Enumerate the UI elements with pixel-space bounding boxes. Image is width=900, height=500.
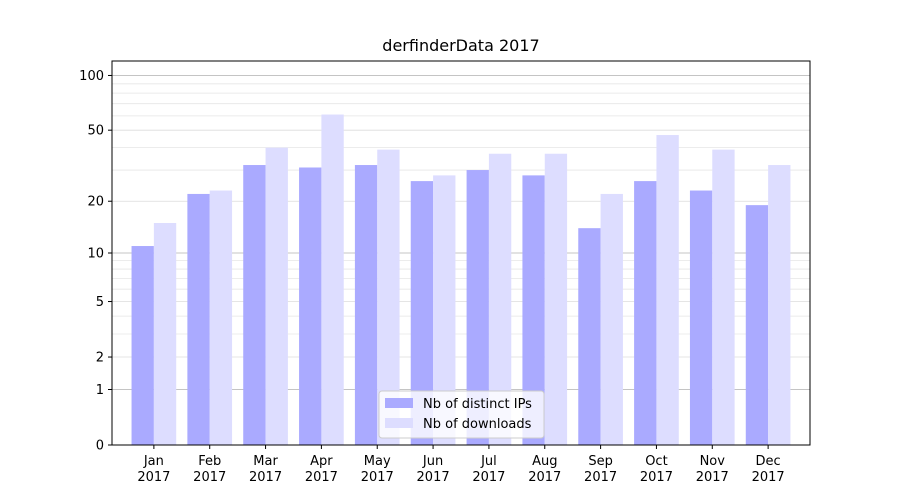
y-tick-label: 1 [96, 383, 104, 398]
x-tick-label-oct: Oct 2017 [640, 454, 673, 485]
bar-downloads-nov [712, 149, 735, 445]
legend-swatch-distinct-ips [385, 398, 413, 408]
x-tick-year: 2017 [249, 470, 282, 485]
bar-distinct-ips-nov [689, 190, 713, 445]
legend-box [378, 390, 545, 439]
legend: Nb of distinct IPs Nb of downloads [378, 390, 545, 439]
legend-label-downloads: Nb of downloads [423, 417, 532, 432]
y-tick-label: 50 [87, 124, 104, 139]
bar-distinct-ips-aug [522, 175, 545, 445]
y-tick-label: 0 [96, 439, 104, 454]
x-tick-label-jul: Jul 2017 [472, 454, 505, 485]
bar-distinct-ips-apr [299, 167, 322, 445]
x-tick-month: Apr [310, 454, 333, 469]
bar-distinct-ips-may [354, 165, 378, 445]
bar-distinct-ips-dec [745, 205, 769, 445]
x-tick-year: 2017 [472, 470, 505, 485]
x-tick-year: 2017 [305, 470, 338, 485]
bar-downloads-jan [153, 222, 177, 445]
bar-distinct-ips-sep [578, 228, 601, 445]
bar-downloads-aug [544, 153, 568, 446]
x-tick-label-jun: Jun 2017 [417, 454, 450, 485]
legend-swatch-downloads [385, 418, 413, 428]
bar-distinct-ips-mar [243, 165, 266, 445]
bar-downloads-mar [265, 147, 288, 445]
bars-layer [131, 114, 791, 446]
bar-downloads-oct [656, 135, 679, 445]
x-tick-year: 2017 [361, 470, 394, 485]
x-tick-year: 2017 [137, 470, 170, 485]
bar-distinct-ips-oct [634, 181, 657, 445]
x-tick-label-mar: Mar 2017 [249, 454, 282, 485]
bar-downloads-jul [488, 153, 512, 446]
y-tick-label: 5 [96, 295, 104, 310]
bar-downloads-apr [321, 114, 344, 446]
x-tick-year: 2017 [752, 470, 785, 485]
bar-downloads-feb [209, 190, 233, 445]
x-tick-label-sep: Sep 2017 [584, 454, 617, 485]
x-tick-month: Jul [480, 454, 497, 469]
x-tick-year: 2017 [528, 470, 561, 485]
x-tick-label-nov: Nov 2017 [696, 454, 729, 485]
x-tick-month: Feb [198, 454, 221, 469]
y-tick-label: 10 [87, 247, 104, 262]
bar-downloads-may [377, 149, 400, 445]
x-tick-label-aug: Aug 2017 [528, 454, 561, 485]
legend-label-distinct-ips: Nb of distinct IPs [423, 397, 532, 412]
bar-distinct-ips-jul [466, 170, 489, 445]
x-tick-month: Jan [143, 454, 164, 469]
bar-downloads-sep [600, 193, 623, 445]
x-tick-label-feb: Feb 2017 [193, 454, 226, 485]
bar-downloads-jun [433, 175, 456, 445]
x-tick-month: Aug [532, 454, 557, 469]
x-tick-year: 2017 [696, 470, 729, 485]
x-tick-year: 2017 [584, 470, 617, 485]
y-tick-label: 100 [79, 69, 104, 84]
bar-distinct-ips-jan [131, 246, 154, 445]
x-tick-month: Nov [700, 454, 726, 469]
x-tick-year: 2017 [193, 470, 226, 485]
x-tick-month: May [364, 454, 391, 469]
x-tick-label-apr: Apr 2017 [305, 454, 338, 485]
x-tick-month: Mar [253, 454, 278, 469]
x-tick-month: Sep [588, 454, 613, 469]
bar-distinct-ips-jun [410, 181, 434, 445]
x-tick-month: Dec [756, 454, 781, 469]
x-tick-label-may: May 2017 [361, 454, 394, 485]
bar-downloads-dec [768, 165, 791, 445]
x-tick-year: 2017 [640, 470, 673, 485]
x-tick-month: Jun [422, 454, 443, 469]
bar-distinct-ips-feb [187, 193, 210, 445]
x-tick-year: 2017 [417, 470, 450, 485]
x-tick-label-dec: Dec 2017 [752, 454, 785, 485]
chart-title: derfinderData 2017 [382, 36, 539, 55]
y-tick-label: 20 [87, 195, 104, 210]
x-tick-month: Oct [645, 454, 667, 469]
x-tick-label-jan: Jan 2017 [137, 454, 170, 485]
y-tick-label: 2 [96, 351, 104, 366]
